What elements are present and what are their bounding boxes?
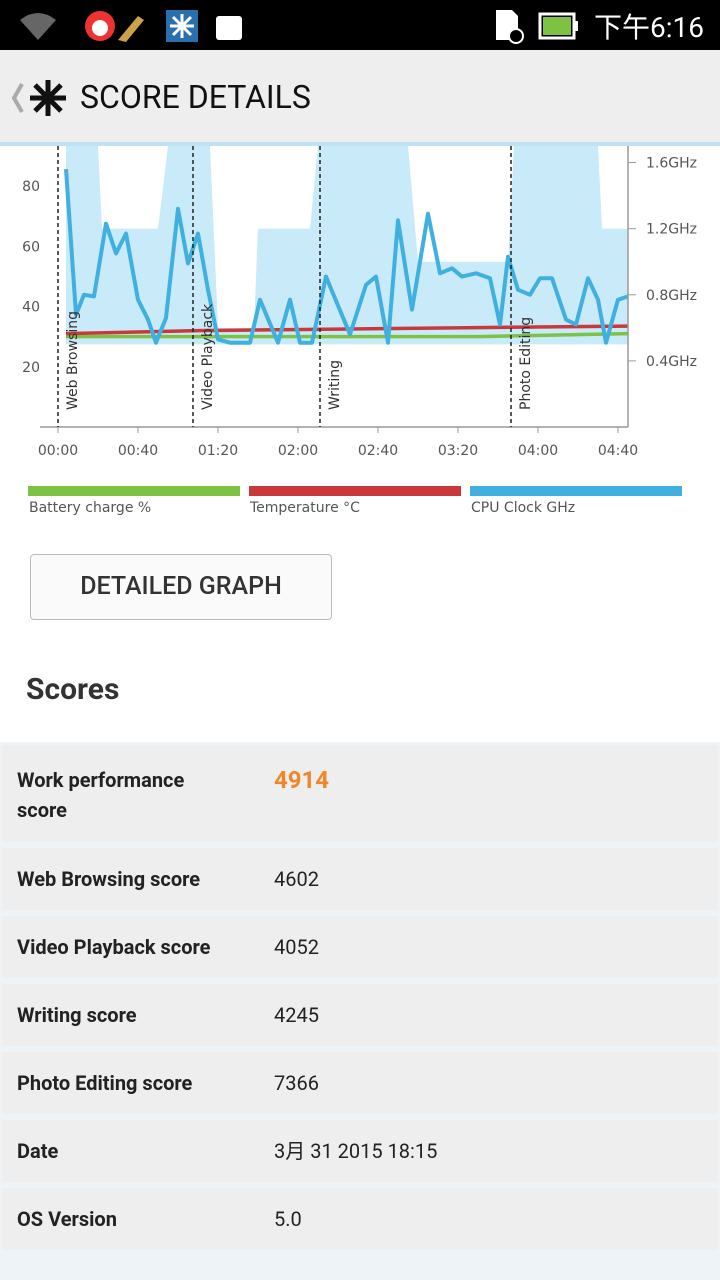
score-value: 3月 31 2015 18:15 [274,1139,438,1163]
score-value: 4245 [274,1003,319,1027]
plot [64,146,628,345]
legend-label: CPU Clock GHz [471,500,575,516]
x-tick-label: 02:40 [358,443,398,459]
score-label: Work performance score [17,768,185,822]
x-tick-label: 02:00 [278,443,318,459]
status-icons-right [496,10,578,44]
y2-tick-label: 0.4GHz [646,354,697,370]
score-value: 4052 [274,935,319,959]
x-tick-label: 04:00 [518,443,558,459]
legend-swatch [249,486,461,496]
score-label: Date [17,1139,59,1163]
y2-tick-label: 0.8GHz [646,288,697,304]
score-label: Photo Editing score [17,1071,193,1095]
legend-label: Battery charge % [29,500,151,516]
score-label: Writing score [17,1003,137,1027]
legend-label: Temperature °C [249,500,360,516]
score-row: Video Playback score 4052 [2,916,718,978]
score-value: 7366 [274,1071,319,1095]
back-logo[interactable] [6,76,72,120]
cpu-range-area [66,146,628,345]
legend-swatch [470,486,682,496]
score-label: Video Playback score [17,935,211,959]
section-label: Web Browsing [65,311,81,410]
scores-heading: Scores [26,672,120,707]
score-row: Writing score 4245 [2,984,718,1046]
y-tick-label: 60 [22,239,40,255]
y2-tick-label: 1.6GHz [646,156,697,172]
score-label: Web Browsing score [17,867,201,891]
section-label: Writing [327,360,343,410]
score-row: OS Version 5.0 [2,1188,718,1250]
status-bar: 下午6:16 [0,0,720,50]
score-value: 4602 [274,867,319,891]
x-tick-label: 00:00 [38,443,78,459]
app-bar: SCORE DETAILS [0,50,720,146]
score-row: Work performance score 4914 [2,745,718,842]
y2-tick-label: 1.2GHz [646,222,697,238]
section-label: Photo Editing [518,317,534,410]
y-tick-label: 20 [22,360,40,376]
score-label: OS Version [17,1207,117,1231]
clock: 下午6:16 [594,11,704,44]
x-tick-label: 01:20 [198,443,238,459]
x-tick-label: 00:40 [118,443,158,459]
y-tick-label: 80 [22,179,40,195]
detailed-graph-button[interactable]: DETAILED GRAPH [30,554,332,620]
score-row: Date 3月 31 2015 18:15 [2,1120,718,1182]
score-value: 4914 [274,766,330,794]
score-value: 5.0 [274,1207,302,1231]
y-tick-label: 40 [22,300,40,316]
section-label: Video Playback [200,303,216,410]
x-tick-label: 04:40 [598,443,638,459]
status-icons [20,10,242,42]
app-title: SCORE DETAILS [80,78,311,116]
series-line [64,169,628,345]
score-row: Web Browsing score 4602 [2,848,718,910]
legend-swatch [28,486,240,496]
score-row: Photo Editing score 7366 [2,1052,718,1114]
x-tick-label: 03:20 [438,443,478,459]
chart: 00:00 00:40 01:20 02:00 02:40 03:20 04:00 04:40… [22,146,697,516]
